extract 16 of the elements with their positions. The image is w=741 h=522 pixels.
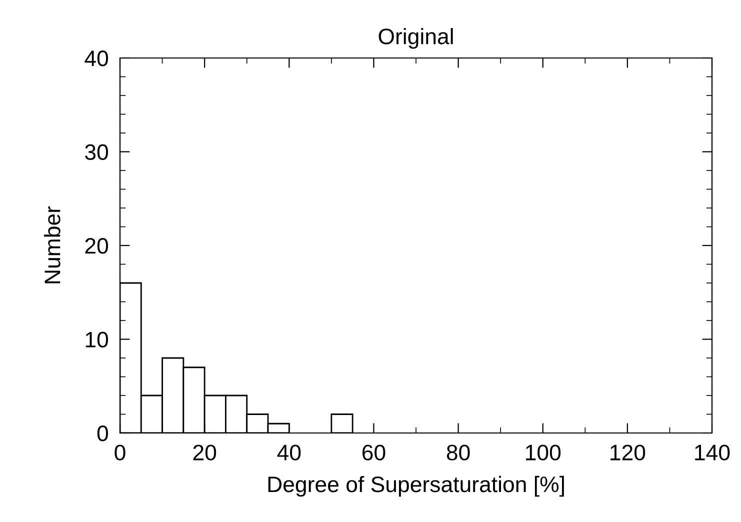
y-tick-label: 10: [86, 332, 108, 348]
y-tick-label: 20: [85, 238, 108, 254]
y-tick-label: 30: [85, 144, 108, 160]
x-tick-label: 140: [695, 444, 730, 460]
x-tick-label: 0: [114, 444, 126, 460]
x-axis-title: Degree of Supersaturation [%]: [268, 476, 564, 497]
x-tick-label: 120: [610, 444, 646, 460]
y-tick-label: 40: [84, 50, 108, 66]
y-axis-title: Number: [44, 206, 60, 284]
x-tick-label: 40: [277, 444, 301, 460]
y-tick-label: 0: [97, 426, 108, 442]
x-tick-label: 20: [193, 444, 216, 460]
x-tick-label: 60: [362, 444, 386, 460]
x-tick-label: 100: [526, 444, 561, 460]
x-tick-label: 80: [446, 444, 470, 460]
chart-title: Original: [378, 28, 453, 49]
